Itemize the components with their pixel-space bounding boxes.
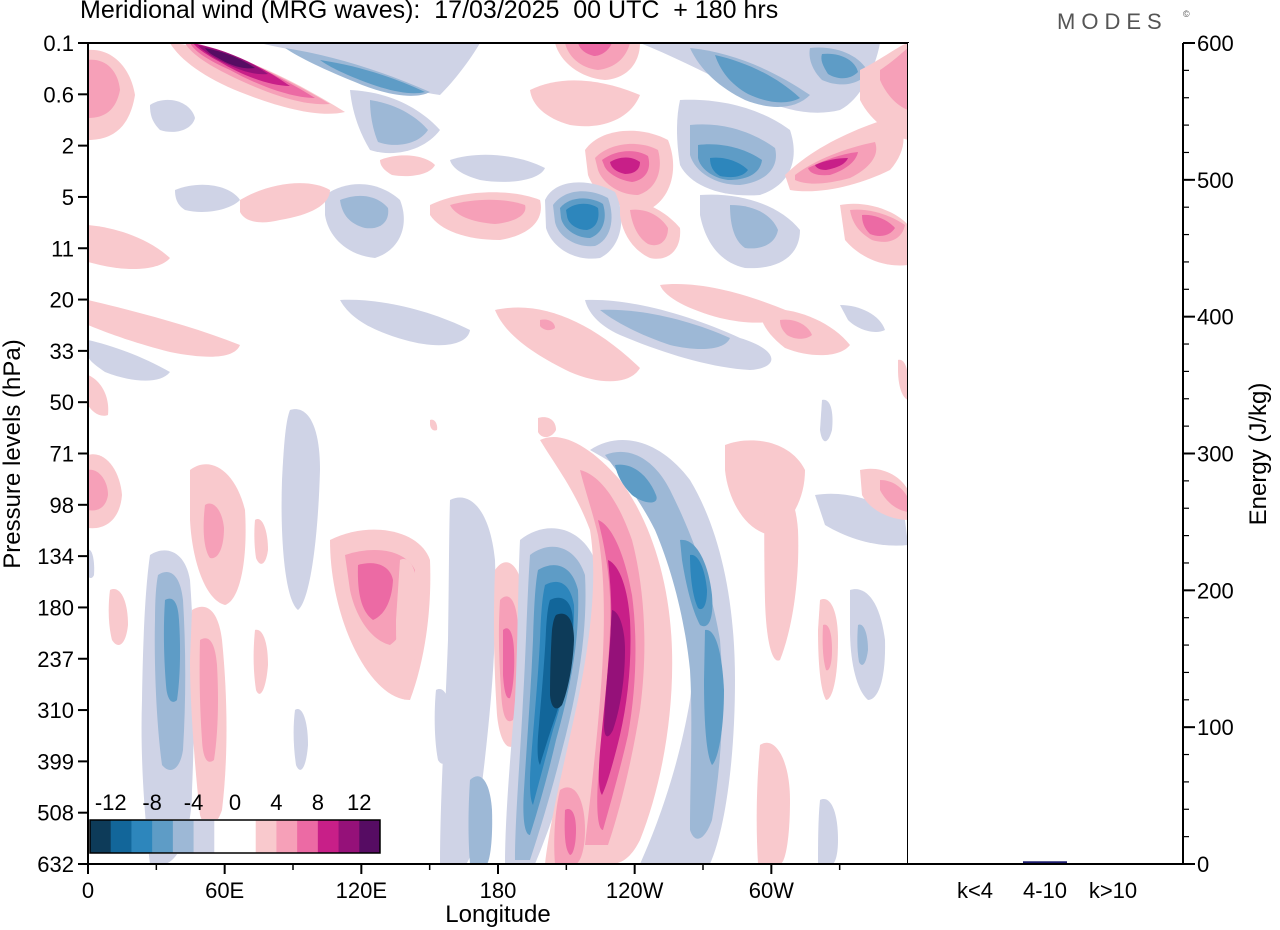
colorbar-label: 0 xyxy=(229,790,241,815)
right-lower-features xyxy=(88,359,908,864)
contour-field xyxy=(88,43,908,864)
longitude-tick-label: 60E xyxy=(205,878,244,903)
colorbar-swatch xyxy=(214,820,236,853)
colorbar-swatch xyxy=(110,820,132,853)
mid-level-bands xyxy=(88,284,885,416)
energy-axis: 0 100 200 300 400 500 600 xyxy=(1183,31,1234,877)
pressure-tick-label: 399 xyxy=(37,749,74,774)
energy-tick-label: 200 xyxy=(1197,578,1234,603)
left-upper-positive xyxy=(88,49,135,141)
longitude-tick-label: 120W xyxy=(606,878,664,903)
y-axis-title: Pressure levels (hPa) xyxy=(0,339,26,568)
colorbar-swatch xyxy=(90,820,112,853)
energy-axis-title: Energy (J/kg) xyxy=(1245,383,1272,526)
negative-band-2hpa xyxy=(677,99,794,196)
lower-broad-negative xyxy=(281,409,496,864)
colorbar-swatch xyxy=(131,820,153,853)
pressure-tick-label: 0.1 xyxy=(43,31,74,56)
energy-category-label: 4-10 xyxy=(1023,878,1067,903)
pressure-tick-label: 11 xyxy=(51,236,74,261)
upper-positive-streak xyxy=(170,43,345,114)
lower-left-negative-column xyxy=(141,550,195,864)
pressure-tick-label: 632 xyxy=(37,852,74,877)
pressure-tick-label: 310 xyxy=(37,698,74,723)
upper-right-negative xyxy=(640,43,880,113)
energy-panel-background xyxy=(908,43,1183,864)
energy-tick-label: 500 xyxy=(1197,168,1234,193)
colorbar-label: -8 xyxy=(142,790,162,815)
pressure-tick-label: 98 xyxy=(50,493,74,518)
colorbar-swatch xyxy=(255,820,277,853)
scattered-5hpa xyxy=(88,99,908,270)
colorbar-label: -12 xyxy=(95,790,127,815)
upper-negative-streak xyxy=(260,43,480,154)
pressure-tick-label: 20 xyxy=(50,288,74,313)
colorbar-swatch xyxy=(172,820,195,853)
energy-bar-panel: 0 100 200 300 400 500 600 k<4 4-10 k>10 xyxy=(908,31,1234,903)
pressure-tick-label: 134 xyxy=(37,544,74,569)
colorbar: -12 -8 -4 0 4 8 12 xyxy=(89,790,381,854)
energy-tick-label: 100 xyxy=(1197,715,1234,740)
upper-mid-positive xyxy=(530,43,640,127)
pressure-tick-label: 180 xyxy=(37,595,74,620)
longitude-tick-label: 60W xyxy=(749,878,794,903)
longitude-axis: 0 60E 120E 180 120W 60W xyxy=(82,864,841,903)
pressure-tick-label: 237 xyxy=(37,647,74,672)
negative-center-5hpa xyxy=(545,182,622,259)
energy-tick-label: 600 xyxy=(1197,31,1234,56)
colorbar-swatch xyxy=(359,820,381,853)
central-positive-core xyxy=(540,436,673,864)
colorbar-swatch xyxy=(317,820,340,853)
colorbar-label: -4 xyxy=(184,790,204,815)
colorbar-swatch xyxy=(235,820,257,853)
colorbar-swatch xyxy=(193,820,215,853)
colorbar-frame xyxy=(89,819,381,854)
central-negative-core xyxy=(505,528,597,864)
energy-tick-label: 300 xyxy=(1197,442,1234,467)
longitude-tick-label: 0 xyxy=(82,878,94,903)
brand-copyright-mark: © xyxy=(1183,9,1190,19)
colorbar-swatch xyxy=(297,820,319,853)
pressure-tick-label: 33 xyxy=(50,339,74,364)
positive-right-2hpa xyxy=(785,43,908,192)
colorbar-label: 12 xyxy=(347,790,371,815)
energy-tick-label: 0 xyxy=(1197,852,1209,877)
pressure-tick-label: 50 xyxy=(50,390,74,415)
brand-logo: MODES xyxy=(1057,9,1168,34)
energy-category-labels: k<4 4-10 k>10 xyxy=(957,878,1137,903)
energy-category-label: k<4 xyxy=(957,878,993,903)
pressure-tick-label: 508 xyxy=(37,801,74,826)
lower-left-positive-column xyxy=(190,464,246,827)
energy-tick-label: 400 xyxy=(1197,305,1234,330)
colorbar-swatch xyxy=(152,820,174,853)
colorbar-swatch xyxy=(338,820,360,853)
right-negative-diagonal xyxy=(590,440,735,864)
pressure-tick-label: 0.6 xyxy=(43,82,74,107)
longitude-tick-label: 180 xyxy=(480,878,517,903)
colorbar-label: 4 xyxy=(270,790,282,815)
colorbar-swatch xyxy=(276,820,298,853)
pressure-tick-label: 5 xyxy=(62,185,74,210)
colorbar-label: 8 xyxy=(312,790,324,815)
x-axis-title: Longitude xyxy=(445,901,550,928)
pressure-tick-label: 2 xyxy=(62,134,74,159)
heatmap-plot xyxy=(87,42,909,865)
chart-title: Meridional wind (MRG waves): 17/03/2025 … xyxy=(80,0,779,24)
pressure-axis: 0.1 0.6 2 5 11 20 33 50 71 98 134 180 237 310 399 508 63… xyxy=(37,31,88,877)
energy-bar-1 xyxy=(1023,861,1067,864)
longitude-tick-label: 120E xyxy=(336,878,387,903)
pressure-tick-label: 71 xyxy=(50,442,74,467)
positive-center-2hpa xyxy=(585,130,674,211)
energy-category-label: k>10 xyxy=(1089,878,1137,903)
